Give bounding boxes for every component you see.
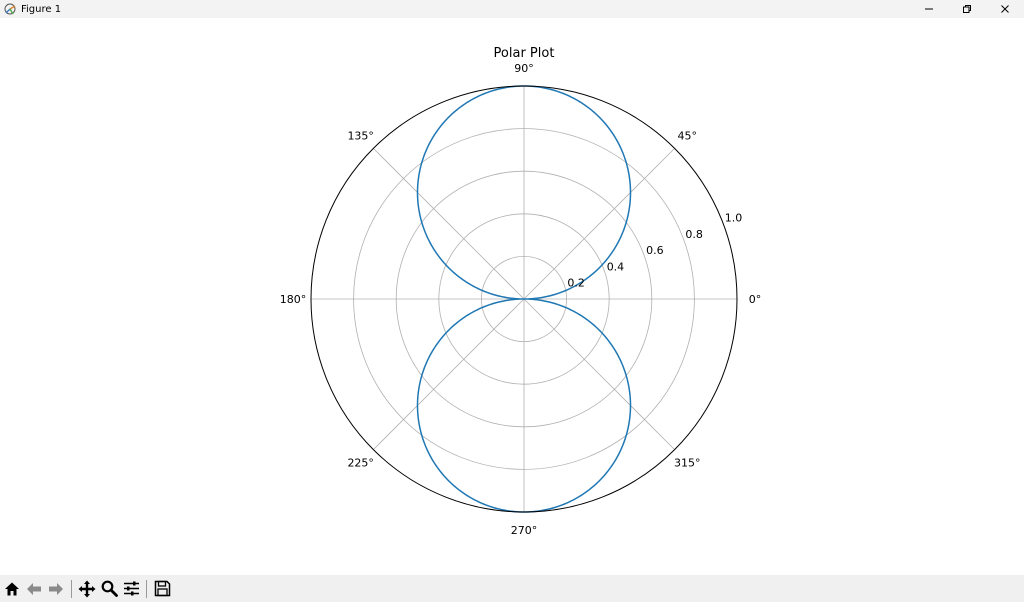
theta-gridline	[373, 148, 525, 300]
toolbar-separator	[71, 579, 72, 598]
theta-gridline	[523, 148, 675, 300]
theta-tick-label: 45°	[678, 130, 698, 143]
title-bar: Figure 1	[0, 0, 1024, 18]
restore-icon	[963, 5, 971, 13]
r-tick-label: 1.0	[725, 212, 743, 225]
theta-tick-label: 270°	[511, 524, 538, 537]
magnifier-icon	[101, 580, 118, 597]
theta-tick-label: 315°	[674, 456, 701, 469]
polar-chart: 0° 45° 90° 135° 180° 225° 270° 315° 0.2 0.4 0.6 0.8…	[280, 46, 762, 537]
polar-spine	[310, 85, 738, 513]
window-controls	[910, 0, 1024, 18]
back-button[interactable]	[24, 578, 44, 600]
theta-gridline	[373, 298, 525, 450]
navigation-toolbar	[0, 575, 1024, 602]
window-title: Figure 1	[21, 3, 62, 15]
spine-layer	[310, 85, 738, 513]
series-line	[416, 85, 632, 513]
theta-tick-label: 180°	[280, 293, 307, 306]
forward-button[interactable]	[46, 578, 66, 600]
sliders-icon	[123, 581, 139, 596]
save-button[interactable]	[152, 578, 172, 600]
pan-button[interactable]	[77, 578, 97, 600]
r-tick-label: 0.2	[567, 277, 585, 290]
matplotlib-figure-icon	[3, 2, 17, 16]
theta-tick-label: 0°	[749, 293, 762, 306]
configure-subplots-button[interactable]	[121, 578, 141, 600]
arrow-left-icon	[27, 582, 41, 595]
close-button[interactable]	[986, 0, 1024, 18]
minimize-button[interactable]	[910, 0, 948, 18]
r-tick-label: 0.8	[685, 228, 703, 241]
toolbar-separator	[146, 579, 147, 598]
minimize-icon	[925, 8, 933, 10]
close-icon	[1001, 5, 1009, 13]
arrow-right-icon	[49, 582, 63, 595]
theta-gridline	[523, 298, 675, 450]
theta-tick-label: 135°	[347, 130, 374, 143]
home-button[interactable]	[2, 578, 22, 600]
r-tick-label: 0.4	[607, 260, 625, 273]
home-icon	[5, 582, 19, 595]
theta-tick-label: 90°	[514, 62, 534, 75]
grid-layer	[311, 86, 737, 512]
data-layer	[416, 85, 632, 513]
chart-title: Polar Plot	[494, 46, 555, 61]
restore-button[interactable]	[948, 0, 986, 18]
floppy-disk-icon	[154, 580, 170, 597]
label-layer: 0° 45° 90° 135° 180° 225° 270° 315° 0.2 0.4 0.6 0.8…	[280, 62, 762, 537]
move-arrows-icon	[78, 580, 96, 597]
r-tick-label: 0.6	[646, 244, 664, 257]
theta-tick-label: 225°	[347, 456, 374, 469]
zoom-button[interactable]	[99, 578, 119, 600]
figure-canvas[interactable]: 0° 45° 90° 135° 180° 225° 270° 315° 0.2 0.4 0.6 0.8…	[0, 18, 1024, 575]
